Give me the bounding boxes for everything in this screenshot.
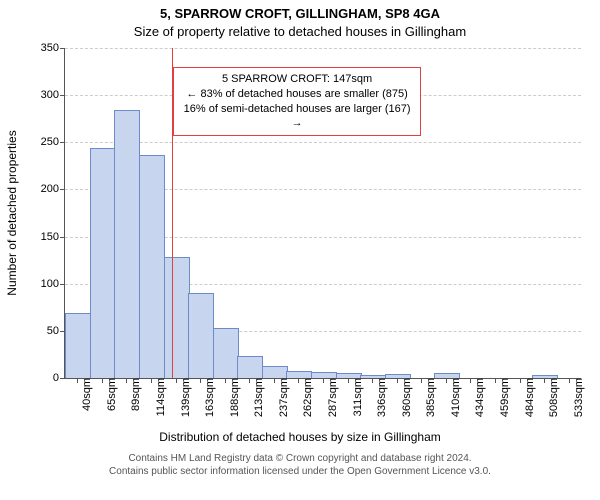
x-tick-label: 434sqm (466, 378, 486, 417)
histogram-bar (286, 371, 312, 378)
histogram-bar (188, 293, 214, 378)
y-tick-label: 300 (41, 89, 65, 101)
x-tick-label: 65sqm (98, 378, 118, 411)
histogram-bar (65, 313, 91, 378)
x-tick-label: 459sqm (491, 378, 511, 417)
footer-line-1: Contains HM Land Registry data © Crown c… (0, 452, 600, 465)
x-axis-label: Distribution of detached houses by size … (0, 430, 600, 444)
histogram-bar (114, 110, 140, 378)
x-tick-label: 287sqm (319, 378, 339, 417)
annotation-line: 5 SPARROW CROFT: 147sqm (182, 72, 412, 87)
histogram-bar (139, 155, 165, 379)
y-tick-label: 100 (41, 278, 65, 290)
property-annotation: 5 SPARROW CROFT: 147sqm← 83% of detached… (173, 67, 421, 136)
histogram-bar (90, 148, 116, 378)
chart-footer: Contains HM Land Registry data © Crown c… (0, 452, 600, 478)
y-tick-label: 200 (41, 183, 65, 195)
x-tick-label: 410sqm (442, 378, 462, 417)
annotation-line: ← 83% of detached houses are smaller (87… (182, 87, 412, 102)
x-tick-label: 533sqm (565, 378, 585, 417)
x-tick-label: 213sqm (245, 378, 265, 417)
x-tick-label: 40sqm (73, 378, 93, 411)
plot-area: 05010015020025030035040sqm65sqm89sqm114s… (64, 48, 581, 379)
histogram-bar (262, 366, 288, 378)
y-tick-label: 150 (41, 231, 65, 243)
x-tick-label: 385sqm (417, 378, 437, 417)
footer-line-2: Contains public sector information licen… (0, 465, 600, 478)
x-tick-label: 311sqm (344, 378, 364, 416)
x-tick-label: 262sqm (294, 378, 314, 417)
y-tick-label: 250 (41, 136, 65, 148)
histogram-bar (213, 328, 239, 378)
histogram-bar (164, 257, 190, 378)
x-tick-label: 508sqm (540, 378, 560, 417)
x-tick-label: 360sqm (393, 378, 413, 417)
x-tick-label: 336sqm (368, 378, 388, 417)
y-tick-label: 350 (41, 42, 65, 54)
x-tick-label: 114sqm (147, 378, 167, 416)
x-tick-label: 188sqm (221, 378, 241, 417)
y-tick-label: 50 (47, 325, 65, 337)
x-tick-label: 139sqm (172, 378, 192, 417)
annotation-line: 16% of semi-detached houses are larger (… (182, 102, 412, 132)
y-tick-label: 0 (53, 372, 65, 384)
x-tick-label: 237sqm (270, 378, 290, 417)
y-axis-label: Number of detached properties (5, 130, 19, 295)
x-tick-label: 89sqm (122, 378, 142, 411)
chart-title-sub: Size of property relative to detached ho… (0, 24, 600, 39)
chart-title-main: 5, SPARROW CROFT, GILLINGHAM, SP8 4GA (0, 6, 600, 21)
property-size-chart: 5, SPARROW CROFT, GILLINGHAM, SP8 4GA Si… (0, 0, 600, 500)
grid-line (65, 142, 581, 143)
x-tick-label: 484sqm (516, 378, 536, 417)
histogram-bar (237, 356, 263, 378)
x-tick-label: 163sqm (196, 378, 216, 417)
grid-line (65, 48, 581, 49)
